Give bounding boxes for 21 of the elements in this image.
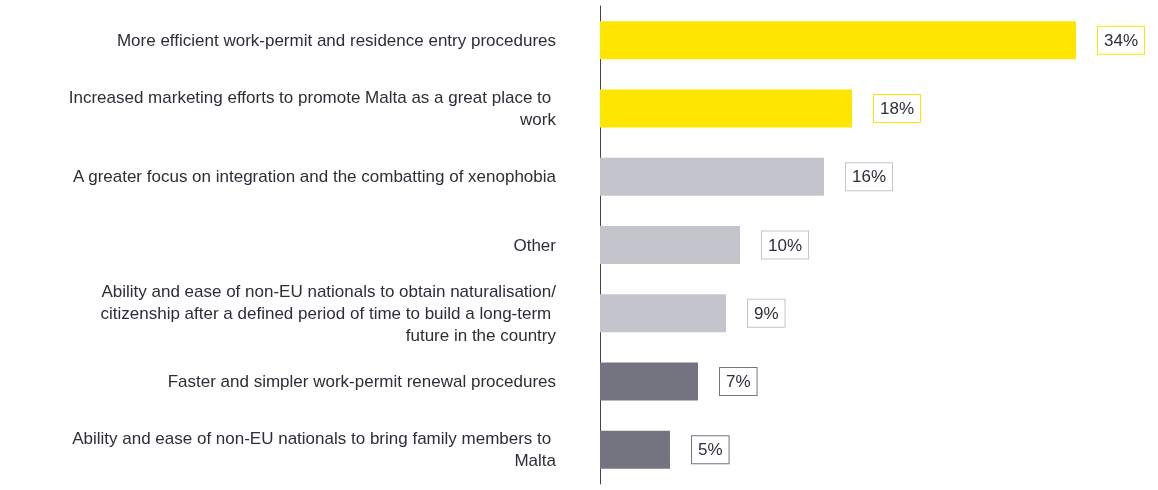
y-tick-label: Faster and simpler work-permit renewal procedures: [167, 372, 556, 392]
y-tick-label: Increased marketing efforts to promote Malta as a great place to work: [68, 87, 557, 129]
bar: [600, 157, 824, 196]
data-label: 9%: [754, 303, 779, 323]
bar: [600, 294, 726, 333]
bar: [600, 430, 670, 469]
y-tick-label: A greater focus on integration and the combatting of xenophobia: [73, 167, 557, 187]
data-label: 10%: [768, 235, 803, 255]
y-tick-label: Other: [513, 235, 557, 255]
bar: [600, 89, 852, 128]
bar: [600, 226, 740, 264]
y-tick-label: Ability and ease of non-EU nationals to obtain naturalisation/citizenship after a defined period of time to build a long-term future in the country: [100, 281, 557, 345]
y-tick-label: More efficient work-permit and residence entry procedures: [116, 30, 556, 50]
data-label: 7%: [726, 372, 751, 392]
data-label: 16%: [852, 167, 887, 187]
data-label: 5%: [698, 440, 723, 460]
y-tick-label: Ability and ease of non-EU nationals to bring family members to Malta: [72, 429, 557, 471]
data-label: 18%: [880, 98, 915, 118]
bar: [600, 21, 1076, 60]
bar: [600, 362, 698, 401]
data-label: 34%: [1104, 30, 1139, 50]
